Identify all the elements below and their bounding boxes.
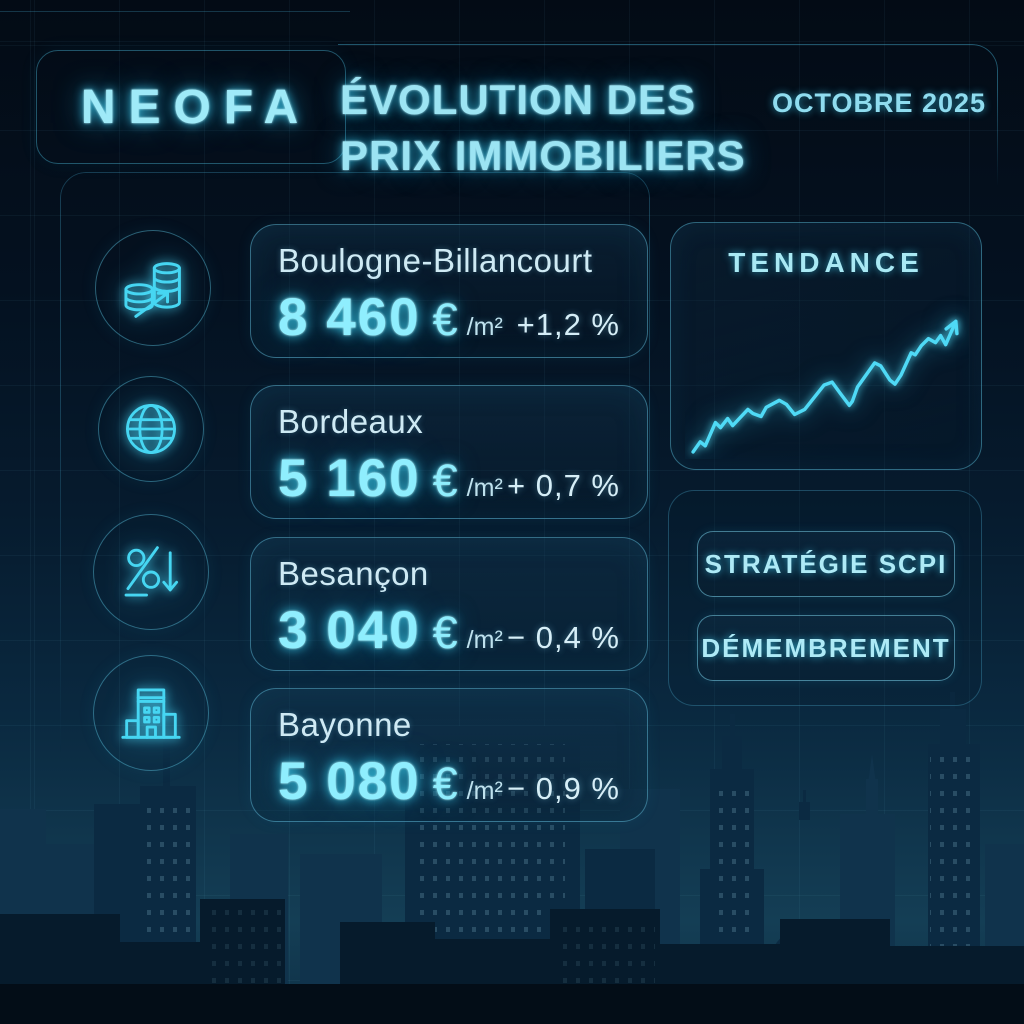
price-change: +1,2 %: [516, 307, 620, 342]
euro-sign: €: [432, 607, 458, 658]
trend-title: TENDANCE: [728, 247, 924, 278]
actions-panel: STRATÉGIE SCPI DÉMEMBREMENT: [668, 490, 982, 706]
city-name: Besançon: [278, 555, 429, 592]
globe-icon: [98, 376, 204, 482]
euro-sign: €: [432, 758, 458, 809]
euro-sign: €: [432, 455, 458, 506]
page-title-line2: PRIX IMMOBILIERS: [340, 132, 746, 179]
content-frame: [60, 172, 650, 804]
euro-sign: €: [432, 294, 458, 345]
city-card: Besançon 3 040 € /m² − 0,4 %: [250, 537, 648, 671]
price-change: − 0,9 %: [507, 771, 620, 806]
price-unit: /m²: [466, 626, 503, 654]
page-title: ÉVOLUTION DES PRIX IMMOBILIERS: [340, 72, 780, 184]
price-unit: /m²: [466, 777, 503, 805]
trend-panel: TENDANCE: [670, 222, 982, 470]
date-label: OCTOBRE 2025: [772, 88, 987, 118]
header-frame: [338, 44, 998, 195]
coins-growth-icon: [95, 230, 211, 346]
trend-arrow: [944, 319, 959, 336]
trend-line: [691, 319, 958, 454]
price-unit: /m²: [466, 313, 503, 341]
city-card: Boulogne-Billancourt 8 460 € /m² +1,2 %: [250, 224, 648, 358]
city-name: Bayonne: [278, 706, 412, 743]
trend-chart: [691, 319, 959, 454]
city-name: Bordeaux: [278, 403, 424, 440]
city-card: Bordeaux 5 160 € /m² + 0,7 %: [250, 385, 648, 519]
building-icon: [93, 655, 209, 771]
city-price: 3 040: [278, 601, 421, 660]
percent-down-icon: [93, 514, 209, 630]
brand-logo: NEOFA: [80, 80, 312, 134]
brand-logo-box: NEOFA: [36, 50, 346, 164]
city-price: 8 460: [278, 288, 421, 347]
city-name: Boulogne-Billancourt: [278, 242, 593, 279]
price-unit: /m²: [466, 474, 503, 502]
page-title-line1: ÉVOLUTION DES: [340, 76, 697, 123]
strategie-scpi-button[interactable]: STRATÉGIE SCPI: [697, 531, 955, 597]
price-change: + 0,7 %: [507, 468, 620, 503]
city-card: Bayonne 5 080 € /m² − 0,9 %: [250, 688, 648, 822]
city-price: 5 080: [278, 752, 421, 811]
demembrement-button[interactable]: DÉMEMBREMENT: [697, 615, 955, 681]
city-price: 5 160: [278, 449, 421, 508]
price-change: − 0,4 %: [507, 620, 620, 655]
top-frame-line: [0, 11, 350, 12]
